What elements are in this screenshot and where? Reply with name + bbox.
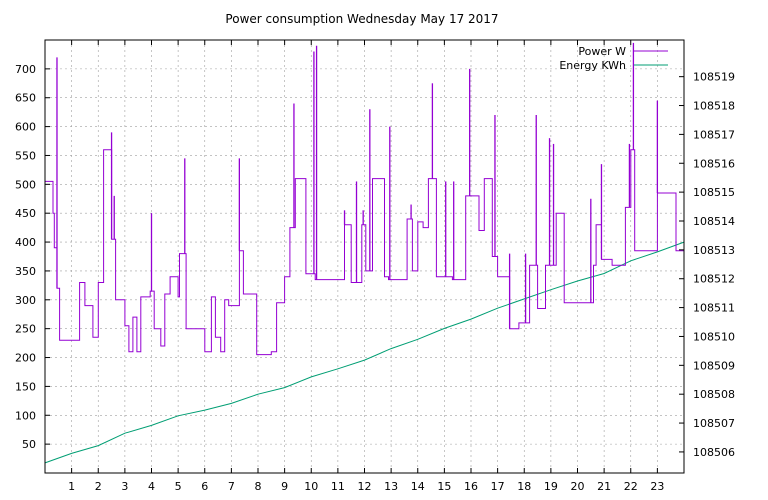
y2-tick-label: 108519: [693, 71, 735, 84]
y-tick-label: 150: [15, 380, 36, 393]
y-tick-label: 650: [15, 92, 36, 105]
x-tick-label: 1: [68, 480, 75, 493]
y-tick-label: 350: [15, 265, 36, 278]
legend: Power W Energy KWh: [559, 45, 668, 72]
x-tick-label: 22: [624, 480, 638, 493]
x-tick-label: 14: [411, 480, 425, 493]
y2-tick-label: 108509: [693, 359, 735, 372]
x-tick-label: 12: [358, 480, 372, 493]
y-tick-label: 250: [15, 323, 36, 336]
y2-tick-label: 108517: [693, 128, 735, 141]
y-tick-label: 450: [15, 207, 36, 220]
x-tick-label: 16: [464, 480, 478, 493]
y-tick-label: 200: [15, 352, 36, 365]
y-tick-label: 400: [15, 236, 36, 249]
x-tick-label: 7: [228, 480, 235, 493]
x-tick-label: 9: [281, 480, 288, 493]
x-tick-label: 5: [175, 480, 182, 493]
x-tick-label: 11: [331, 480, 345, 493]
y-tick-label: 550: [15, 149, 36, 162]
legend-label-power: Power W: [578, 45, 626, 58]
x-tick-label: 4: [148, 480, 155, 493]
y2-tick-label: 108508: [693, 388, 735, 401]
x-tick-label: 17: [491, 480, 505, 493]
y2-tick-label: 108510: [693, 330, 735, 343]
x-tick-label: 19: [544, 480, 558, 493]
y2-tick-label: 108506: [693, 446, 735, 459]
y2-tick-label: 108518: [693, 100, 735, 113]
y-tick-label: 700: [15, 63, 36, 76]
x-tick-label: 20: [571, 480, 585, 493]
energy-line: [44, 241, 685, 464]
y2-tick-label: 108516: [693, 157, 735, 170]
y2-tick-label: 108514: [693, 215, 735, 228]
y-tick-label: 600: [15, 121, 36, 134]
y2-tick-label: 108507: [693, 417, 735, 430]
x-tick-label: 8: [255, 480, 262, 493]
energy-series: [44, 241, 685, 464]
y2-tick-label: 108513: [693, 244, 735, 257]
x-tick-label: 23: [650, 480, 664, 493]
y2-tick-label: 108512: [693, 273, 735, 286]
grid: [45, 40, 684, 473]
legend-label-energy: Energy KWh: [559, 59, 626, 72]
y-tick-label: 500: [15, 178, 36, 191]
y-tick-label: 300: [15, 294, 36, 307]
x-tick-label: 6: [201, 480, 208, 493]
chart-title: Power consumption Wednesday May 17 2017: [225, 12, 498, 26]
x-tick-label: 13: [384, 480, 398, 493]
y-tick-label: 100: [15, 409, 36, 422]
y2-tick-label: 108511: [693, 302, 735, 315]
y-tick-label: 50: [22, 438, 36, 451]
x-tick-label: 18: [517, 480, 531, 493]
y2-tick-label: 108515: [693, 186, 735, 199]
x-tick-label: 21: [597, 480, 611, 493]
x-tick-label: 10: [304, 480, 318, 493]
x-tick-label: 2: [95, 480, 102, 493]
x-tick-label: 15: [437, 480, 451, 493]
x-tick-label: 3: [121, 480, 128, 493]
axis-ticks: 1 2 3 4 5 6 7 8 9 10 11 12 13 14 15 16 17 18 19 20 21 22 23501…: [15, 40, 735, 493]
power-line: [45, 149, 685, 356]
power-series: [45, 42, 685, 356]
